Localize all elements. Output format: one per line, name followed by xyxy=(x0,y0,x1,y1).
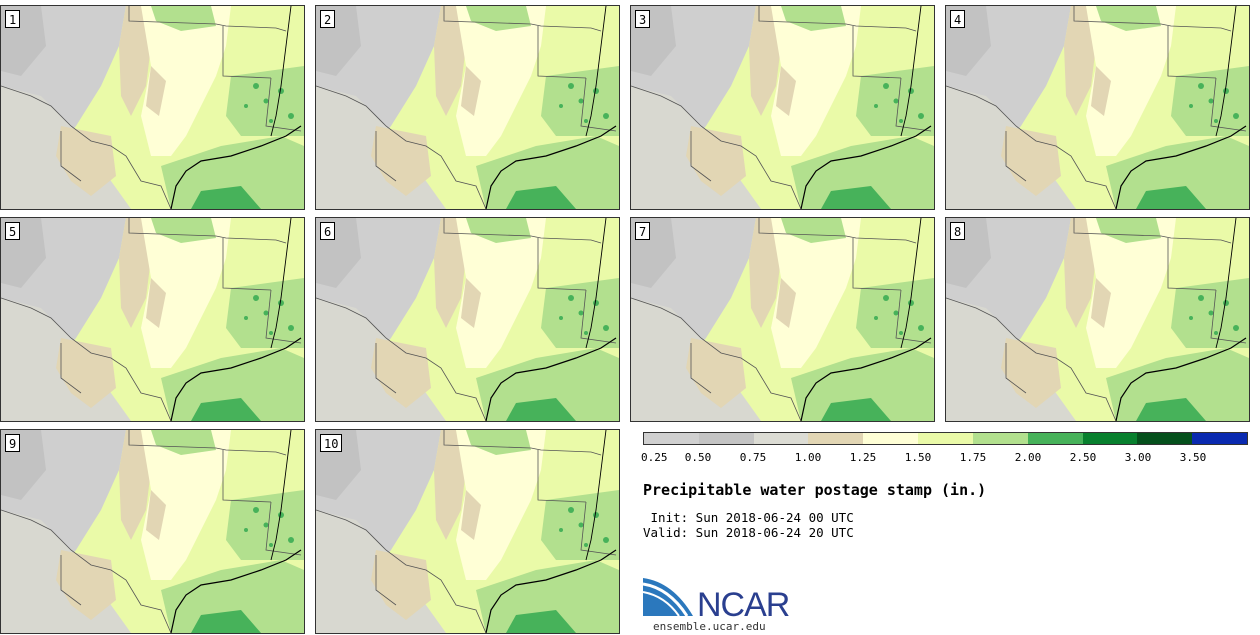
member-number: 10 xyxy=(320,434,343,452)
ensemble-member-panel: 5 xyxy=(0,217,305,422)
colorbar-tick-label: 1.00 xyxy=(794,451,822,464)
ensemble-member-panel: 9 xyxy=(0,429,305,634)
ncar-url: ensemble.ucar.edu xyxy=(653,620,766,633)
ensemble-member-panel: 8 xyxy=(945,217,1250,422)
ensemble-member-panel: 6 xyxy=(315,217,620,422)
ncar-logo-icon xyxy=(643,578,693,617)
ensemble-member-panel: 4 xyxy=(945,5,1250,210)
colorbar-segment xyxy=(972,433,1028,444)
ensemble-member-panel: 3 xyxy=(630,5,935,210)
colorbar xyxy=(643,432,1248,445)
precipitable-water-map xyxy=(1,430,304,633)
colorbar-segment xyxy=(1192,433,1247,444)
precipitable-water-map xyxy=(631,6,934,209)
init-time: Init: Sun 2018-06-24 00 UTC xyxy=(643,510,854,525)
colorbar-segment xyxy=(644,433,699,444)
ncar-logo-text: NCAR xyxy=(697,586,790,624)
colorbar-tick-label: 0.50 xyxy=(684,451,712,464)
member-number: 9 xyxy=(5,434,21,452)
valid-time: Valid: Sun 2018-06-24 20 UTC xyxy=(643,525,854,540)
colorbar-segment xyxy=(1027,433,1083,444)
ensemble-member-panel: 1 xyxy=(0,5,305,210)
precipitable-water-map xyxy=(1,218,304,421)
member-number: 6 xyxy=(320,222,336,240)
colorbar-tick-label: 0.25 xyxy=(641,451,668,464)
precipitable-water-map xyxy=(316,6,619,209)
member-number: 3 xyxy=(635,10,651,28)
ensemble-member-panel: 7 xyxy=(630,217,935,422)
colorbar-tick-label: 3.50 xyxy=(1179,451,1207,464)
member-number: 5 xyxy=(5,222,21,240)
precipitable-water-map xyxy=(316,430,619,633)
ensemble-member-panel: 10 xyxy=(315,429,620,634)
colorbar-tick-label: 1.75 xyxy=(959,451,987,464)
colorbar-segment xyxy=(918,433,973,444)
colorbar-segment xyxy=(1137,433,1193,444)
member-number: 1 xyxy=(5,10,21,28)
colorbar-tick-label: 1.50 xyxy=(904,451,932,464)
colorbar-ticks: 0.25 0.50 0.75 1.00 1.25 1.50 1.75 2.00 2.50 3.00… xyxy=(641,451,1248,467)
colorbar-segment xyxy=(1082,433,1138,444)
colorbar-segment xyxy=(808,433,864,444)
member-number: 7 xyxy=(635,222,651,240)
colorbar-segment xyxy=(698,433,754,444)
colorbar-tick-label: 3.00 xyxy=(1124,451,1152,464)
colorbar-segment xyxy=(753,433,809,444)
colorbar-tick-label: 2.50 xyxy=(1069,451,1097,464)
map-title: Precipitable water postage stamp (in.) xyxy=(643,481,987,499)
precipitable-water-map xyxy=(631,218,934,421)
precipitable-water-map xyxy=(946,6,1249,209)
colorbar-tick-label: 1.25 xyxy=(849,451,877,464)
precipitable-water-map xyxy=(1,6,304,209)
precipitable-water-map xyxy=(946,218,1249,421)
member-number: 2 xyxy=(320,10,336,28)
colorbar-segment xyxy=(863,433,919,444)
member-number: 4 xyxy=(950,10,966,28)
member-number: 8 xyxy=(950,222,966,240)
colorbar-tick-label: 2.00 xyxy=(1014,451,1042,464)
precipitable-water-map xyxy=(316,218,619,421)
ensemble-member-panel: 2 xyxy=(315,5,620,210)
colorbar-tick-label: 0.75 xyxy=(739,451,767,464)
